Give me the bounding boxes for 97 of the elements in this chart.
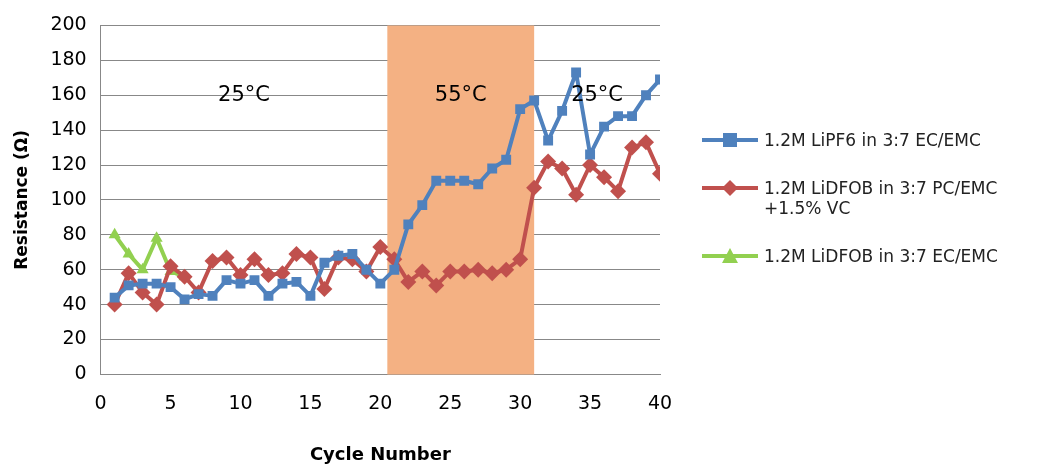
y-axis-title: Resistance (Ω) bbox=[10, 129, 31, 270]
x-tick-label: 5 bbox=[164, 390, 177, 413]
point bbox=[417, 200, 428, 211]
x-tick-label: 30 bbox=[508, 390, 533, 413]
point bbox=[249, 275, 260, 286]
point bbox=[277, 278, 288, 289]
point bbox=[165, 282, 176, 293]
point bbox=[501, 154, 512, 165]
x-axis-title: Cycle Number bbox=[309, 442, 451, 464]
point bbox=[288, 246, 305, 262]
point bbox=[627, 111, 637, 122]
point bbox=[136, 262, 149, 274]
point bbox=[596, 169, 613, 186]
point bbox=[263, 290, 274, 301]
point bbox=[540, 153, 557, 170]
point bbox=[445, 175, 456, 186]
point bbox=[543, 135, 554, 146]
point bbox=[372, 239, 389, 256]
point bbox=[582, 157, 599, 173]
point bbox=[414, 263, 431, 280]
legend-label: 1.2M LiDFOB in 3:7 PC/EMC +1.5% VC bbox=[764, 178, 999, 218]
point bbox=[347, 249, 358, 259]
point bbox=[512, 251, 529, 268]
annotation: 25°C bbox=[218, 81, 270, 106]
x-tick-label: 40 bbox=[647, 390, 673, 413]
point bbox=[459, 175, 470, 186]
point bbox=[470, 261, 487, 278]
point bbox=[403, 219, 414, 230]
point bbox=[428, 277, 445, 294]
point bbox=[526, 179, 543, 196]
y-tick-label: 100 bbox=[50, 186, 87, 209]
x-tick-label: 0 bbox=[94, 390, 107, 413]
point bbox=[120, 265, 137, 282]
point bbox=[207, 290, 218, 301]
point bbox=[613, 111, 623, 122]
y-tick-label: 120 bbox=[50, 151, 87, 174]
point bbox=[529, 95, 540, 106]
point bbox=[291, 276, 302, 287]
y-tick-label: 140 bbox=[50, 117, 87, 140]
point bbox=[150, 231, 163, 242]
point bbox=[151, 278, 162, 289]
y-tick-label: 40 bbox=[62, 291, 87, 314]
point bbox=[122, 247, 135, 258]
point bbox=[375, 278, 386, 289]
x-tick-label: 10 bbox=[228, 390, 253, 413]
point bbox=[148, 296, 165, 313]
y-tick-label: 200 bbox=[50, 12, 87, 35]
point bbox=[473, 179, 484, 190]
point bbox=[571, 67, 582, 78]
point bbox=[246, 251, 263, 268]
x-tick-label: 25 bbox=[438, 390, 463, 413]
point bbox=[204, 252, 221, 269]
y-tick-label: 160 bbox=[50, 82, 87, 105]
point bbox=[484, 265, 501, 282]
y-tick-label: 80 bbox=[62, 221, 87, 244]
point bbox=[221, 275, 232, 286]
point bbox=[302, 249, 319, 266]
point bbox=[638, 134, 655, 151]
point bbox=[109, 292, 120, 303]
point bbox=[235, 278, 246, 289]
point bbox=[442, 263, 459, 280]
y-tick-label: 20 bbox=[62, 326, 87, 349]
point bbox=[176, 268, 193, 285]
point bbox=[218, 249, 235, 266]
point bbox=[599, 121, 610, 132]
x-tick-label: 20 bbox=[368, 390, 393, 413]
point bbox=[108, 227, 121, 239]
point bbox=[641, 90, 651, 101]
point bbox=[319, 257, 330, 268]
point bbox=[260, 266, 277, 283]
point bbox=[162, 258, 179, 275]
y-tick-label: 180 bbox=[50, 47, 87, 70]
x-tick-label: 15 bbox=[298, 390, 323, 413]
point bbox=[137, 278, 148, 289]
legend-label: 1.2M LiDFOB in 3:7 EC/EMC bbox=[764, 246, 998, 266]
point bbox=[515, 104, 526, 115]
y-tick-label: 0 bbox=[74, 361, 87, 384]
point bbox=[316, 280, 333, 297]
point bbox=[389, 264, 400, 275]
point bbox=[305, 290, 316, 301]
x-tick-label: 35 bbox=[577, 390, 603, 413]
point bbox=[624, 139, 641, 156]
point bbox=[179, 294, 190, 305]
point bbox=[557, 105, 568, 116]
legend-label: 1.2M LiPF6 in 3:7 EC/EMC bbox=[764, 130, 981, 150]
point bbox=[568, 186, 585, 203]
y-tick-label: 60 bbox=[62, 256, 87, 279]
point bbox=[456, 263, 473, 280]
point bbox=[123, 280, 134, 291]
point bbox=[554, 160, 571, 177]
point bbox=[487, 163, 498, 174]
point bbox=[585, 149, 596, 160]
point bbox=[431, 175, 442, 186]
point bbox=[610, 183, 627, 200]
point bbox=[400, 273, 417, 290]
point bbox=[498, 261, 515, 278]
annotation: 55°C bbox=[434, 81, 487, 106]
